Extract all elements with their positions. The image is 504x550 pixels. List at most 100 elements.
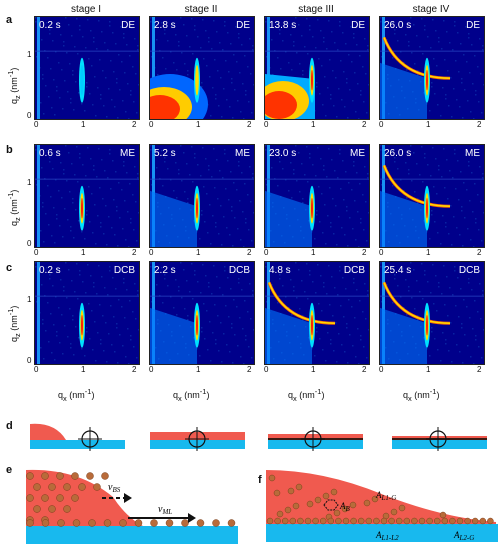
scatter-panel-a-4: 26.0 s DE [379, 16, 485, 120]
particle [395, 517, 403, 525]
particle [26, 519, 34, 527]
x-axis-label-2: qx (nm-1) [173, 387, 210, 403]
row-letter-d: d [6, 420, 13, 432]
particle [56, 494, 64, 502]
y-tick-0: 0 [27, 356, 32, 365]
scatter-panel-b-3: 23.0 s ME [264, 144, 370, 248]
y-tick-1: 1 [27, 295, 32, 304]
row-letter-e: e [6, 464, 13, 476]
particle [322, 492, 330, 500]
x-tick: 0 [149, 365, 154, 374]
particle [227, 519, 236, 527]
scatter-panel-a-3: 13.8 s DE [264, 16, 370, 120]
particle [212, 519, 220, 527]
label-ab: AB [339, 501, 351, 513]
particle [411, 517, 418, 525]
solvent-label: DE [466, 20, 480, 31]
particle [276, 510, 284, 518]
scatter-map-svg [265, 262, 369, 364]
particle [312, 517, 319, 525]
time-label: 4.8 s [269, 265, 291, 276]
time-label: 25.4 s [384, 265, 412, 276]
time-label: 0.2 s [39, 265, 61, 276]
time-label: 23.0 s [269, 148, 297, 159]
scatter-map-svg [35, 145, 139, 247]
particle [327, 517, 335, 525]
particle [274, 517, 281, 525]
particle [33, 505, 41, 513]
particle [487, 517, 494, 525]
particle [373, 517, 380, 525]
x-tick: 0 [34, 248, 39, 257]
particle [380, 517, 388, 525]
particle [41, 494, 49, 502]
particle [388, 517, 395, 525]
x-tick: 2 [477, 365, 482, 374]
time-label: 26.0 s [384, 148, 412, 159]
time-label: 2.8 s [154, 20, 176, 31]
particle [26, 472, 34, 480]
particle [418, 517, 426, 525]
particle [41, 519, 50, 527]
particle [86, 472, 94, 480]
scatter-map-svg [35, 262, 139, 364]
particle [71, 494, 79, 502]
x-tick: 1 [426, 248, 431, 257]
particle [433, 517, 441, 525]
scatter-panel-a-1: 0.2 s DE [34, 16, 140, 120]
x-tick: 2 [132, 248, 137, 257]
x-tick: 1 [81, 365, 86, 374]
particle [119, 519, 127, 527]
x-tick: 1 [311, 120, 316, 129]
particle [63, 483, 71, 491]
particle [266, 517, 274, 525]
particle [287, 487, 295, 495]
particle [41, 472, 49, 480]
stage-title-1: stage I [70, 4, 102, 15]
scatter-panel-b-2: 5.2 s ME [149, 144, 255, 248]
scatter-panel-b-1: 0.6 s ME [34, 144, 140, 248]
particle [57, 519, 65, 527]
particle [342, 517, 350, 525]
particle [284, 506, 292, 514]
x-tick: 0 [264, 120, 269, 129]
y-axis-label-row-c: qz (nm-1) [6, 305, 22, 342]
particle [72, 519, 81, 527]
row-letter-f: f [258, 474, 262, 486]
solvent-label: DCB [228, 265, 250, 276]
particle [71, 472, 79, 480]
particle [289, 517, 297, 525]
x-tick: 1 [196, 248, 201, 257]
row-letter-a: a [6, 14, 13, 26]
scatter-map-svg [35, 17, 139, 119]
particle [165, 519, 174, 527]
time-label: 0.6 s [39, 148, 61, 159]
x-tick: 1 [196, 365, 201, 374]
stage-title-4: stage IV [412, 4, 450, 15]
particle [439, 511, 447, 519]
particle [304, 517, 312, 525]
particle [441, 517, 449, 525]
solvent-label: DCB [458, 265, 480, 276]
particle [371, 495, 379, 503]
time-label: 13.8 s [269, 20, 297, 31]
particle [464, 517, 471, 525]
x-tick: 0 [379, 120, 384, 129]
x-tick: 0 [264, 365, 269, 374]
particle [341, 505, 349, 513]
particle [363, 499, 371, 507]
scatter-map-svg [380, 145, 484, 247]
particle [426, 517, 433, 525]
x-tick: 1 [426, 365, 431, 374]
particles-e [26, 472, 236, 527]
x-axis-label-3: qx (nm-1) [288, 387, 325, 403]
particle [314, 496, 322, 504]
particle [319, 517, 327, 525]
scatter-panel-b-4: 26.0 s ME [379, 144, 485, 248]
particle [101, 472, 109, 480]
x-tick: 2 [247, 248, 252, 257]
label-vml: vML [158, 504, 172, 516]
solvent-label: ME [235, 148, 250, 159]
particle [295, 483, 303, 491]
y-tick-1: 1 [27, 178, 32, 187]
